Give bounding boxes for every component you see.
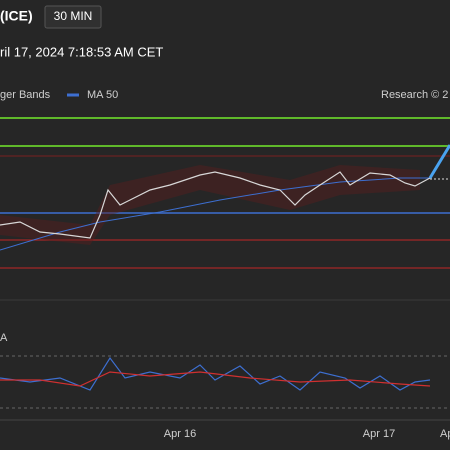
oscillator-label: A	[0, 332, 8, 344]
price-line	[0, 171, 431, 239]
legend-bands: ger Bands	[0, 89, 51, 101]
interval-box[interactable]	[44, 5, 102, 29]
projection-arrow	[428, 144, 450, 179]
ma-line	[0, 177, 430, 251]
band-fill	[0, 165, 420, 245]
timestamp: ril 17, 2024 7:18:53 AM CET	[0, 44, 163, 59]
x-tick-label: Ap	[440, 428, 450, 440]
symbol: (ICE)	[0, 8, 33, 24]
oscillator-signal	[0, 371, 431, 387]
x-tick-label: Apr 16	[164, 428, 196, 440]
source: Research © 2	[381, 89, 448, 101]
interval[interactable]: 30 MIN	[54, 9, 93, 23]
oscillator-line	[0, 356, 431, 391]
legend-ma: MA 50	[87, 89, 118, 101]
x-tick-label: Apr 17	[363, 428, 395, 440]
